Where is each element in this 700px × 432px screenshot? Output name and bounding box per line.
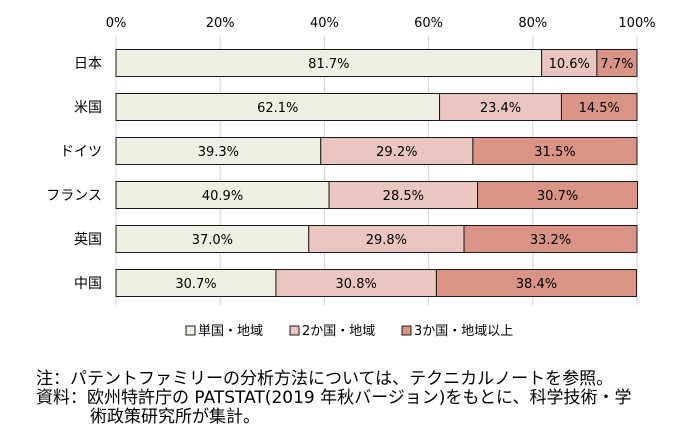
bar-segment (320, 137, 474, 165)
bar-segment (472, 137, 638, 165)
bar-segment (115, 181, 330, 209)
category-label: 中国 (74, 276, 102, 292)
data-label: 23.4% (480, 101, 521, 116)
legend-label: 単国・地域 (198, 323, 263, 339)
gridlines (115, 36, 638, 305)
x-tick-label: 20% (206, 16, 235, 31)
category-label: 米国 (74, 100, 102, 116)
bar-segment (275, 269, 437, 297)
chart-notes: 注：パテントファミリーの分析方法については、テクニカルノートを参照。 資料：欧州… (36, 370, 696, 427)
x-tick-label: 40% (310, 16, 339, 31)
bar-segment (560, 93, 638, 121)
data-label: 7.7% (600, 57, 633, 72)
bar-segment (115, 49, 543, 77)
note-source: 資料：欧州特許庁の PATSTAT(2019 年秋バージョン)をもとに、科学技術… (36, 388, 632, 408)
data-label: 14.5% (579, 101, 620, 116)
legend: 単国・地域 2か国・地域 3か国・地域以上 (185, 323, 513, 339)
data-label: 81.7% (308, 57, 349, 72)
data-label: 30.7% (537, 189, 578, 204)
data-label: 37.0% (192, 233, 233, 248)
legend-label: 2か国・地域 (302, 324, 375, 339)
bar-segment (463, 225, 638, 253)
bar-segment (308, 225, 465, 253)
data-label: 31.5% (534, 145, 575, 160)
data-label: 29.8% (366, 233, 407, 248)
data-label: 10.6% (549, 57, 590, 72)
bar-segment (115, 137, 322, 165)
legend-swatch (185, 325, 196, 336)
data-label: 30.8% (336, 277, 377, 292)
data-label: 40.9% (202, 189, 243, 204)
bar-segment (115, 93, 441, 121)
note-method: 注：パテントファミリーの分析方法については、テクニカルノートを参照。 (36, 369, 614, 389)
category-label: 英国 (74, 231, 102, 248)
legend-swatch (401, 325, 412, 336)
x-tick-label: 60% (414, 16, 443, 31)
data-label: 62.1% (257, 101, 298, 116)
data-label: 29.2% (376, 145, 417, 160)
bar-segment (115, 225, 310, 253)
data-label: 38.4% (516, 277, 557, 292)
legend-swatch (289, 325, 300, 336)
category-label: フランス (46, 188, 102, 204)
note-source-continued: 術政策研究所が集計。 (90, 407, 260, 427)
data-label: 30.7% (175, 277, 216, 292)
category-label: 日本 (74, 56, 102, 72)
bar-segment (328, 181, 479, 209)
data-label: 39.3% (198, 145, 239, 160)
data-label: 33.2% (530, 233, 571, 248)
category-label: ドイツ (60, 144, 102, 160)
legend-label: 3か国・地域以上 (414, 324, 513, 339)
data-label: 28.5% (383, 189, 424, 204)
x-tick-label: 100% (618, 16, 655, 31)
bar-segment (439, 93, 562, 121)
bar-segment (477, 181, 639, 209)
bar-segment (596, 49, 638, 77)
x-tick-label: 80% (518, 16, 547, 31)
x-axis-ticks: 0% 20% 40% 60% 80% 100% (106, 16, 656, 31)
bars: 81.7% 10.6% 7.7% 62.1% 23.4% 14.5% 39.3% 29.2% 3… (115, 49, 639, 297)
x-tick-label: 0% (106, 16, 127, 31)
bar-segment (435, 269, 637, 297)
